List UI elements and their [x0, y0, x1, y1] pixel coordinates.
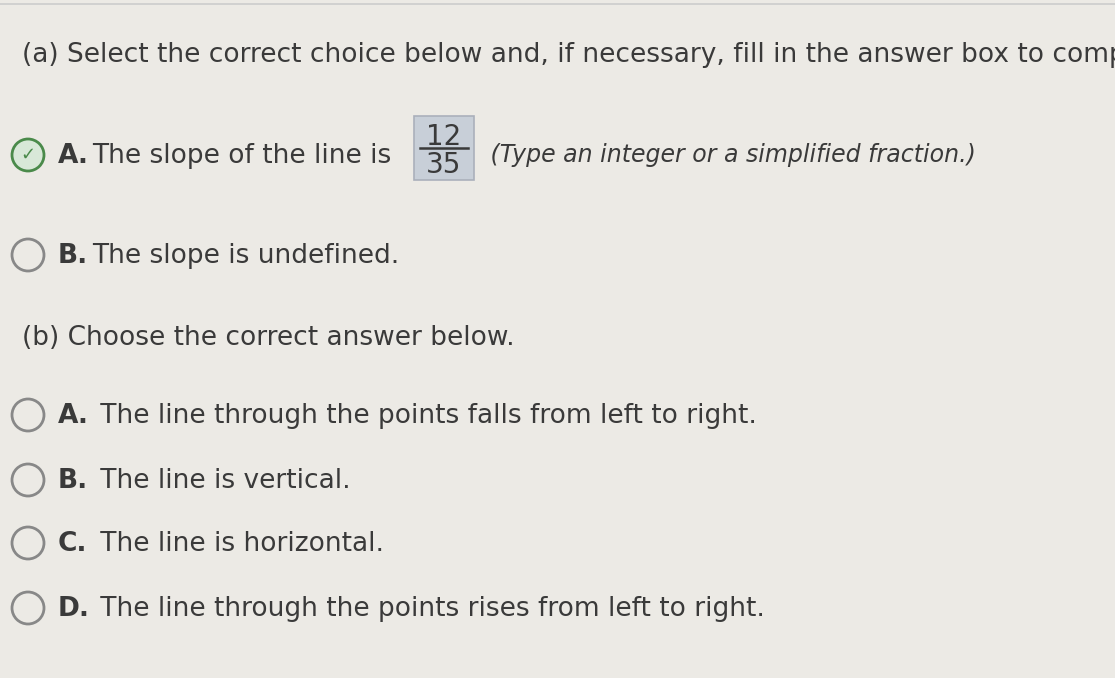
- Text: A.: A.: [58, 143, 89, 169]
- Text: (a) Select the correct choice below and, if necessary, fill in the answer box to: (a) Select the correct choice below and,…: [22, 42, 1115, 68]
- Text: 12: 12: [426, 123, 462, 151]
- Circle shape: [12, 139, 43, 171]
- Text: The line through the points rises from left to right.: The line through the points rises from l…: [93, 596, 765, 622]
- Text: (b) Choose the correct answer below.: (b) Choose the correct answer below.: [22, 325, 515, 351]
- Text: The line is vertical.: The line is vertical.: [93, 468, 350, 494]
- Text: (Type an integer or a simplified fraction.): (Type an integer or a simplified fractio…: [483, 143, 976, 167]
- Text: The line is horizontal.: The line is horizontal.: [93, 531, 384, 557]
- Text: The slope of the line is: The slope of the line is: [93, 143, 391, 169]
- Text: The line through the points falls from left to right.: The line through the points falls from l…: [93, 403, 757, 429]
- Text: C.: C.: [58, 531, 87, 557]
- Text: ✓: ✓: [20, 146, 36, 164]
- Text: A.: A.: [58, 403, 89, 429]
- Text: D.: D.: [58, 596, 90, 622]
- Text: The slope is undefined.: The slope is undefined.: [93, 243, 399, 269]
- FancyBboxPatch shape: [414, 116, 474, 180]
- Text: B.: B.: [58, 468, 88, 494]
- Text: 35: 35: [426, 151, 462, 179]
- Text: B.: B.: [58, 243, 88, 269]
